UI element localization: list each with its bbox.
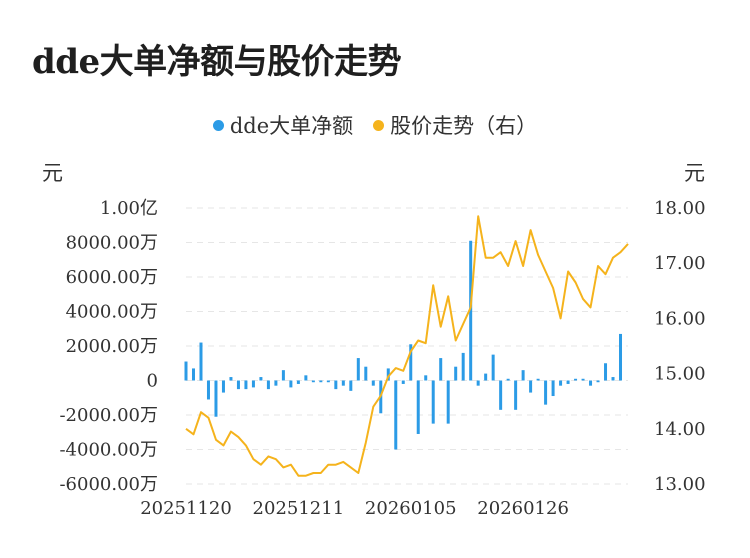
legend-label-price: 股价走势（右） — [390, 114, 538, 138]
dde-bar[interactable] — [491, 354, 495, 381]
right-axis-unit: 元 — [684, 161, 705, 185]
dde-bar[interactable] — [446, 380, 450, 424]
right-tick-label: 15.00 — [654, 364, 706, 385]
dde-bar[interactable] — [274, 380, 278, 386]
right-tick-label: 17.00 — [654, 253, 706, 274]
dde-bar[interactable] — [341, 380, 345, 386]
dde-bar[interactable] — [304, 375, 308, 381]
dde-bar[interactable] — [596, 380, 600, 383]
left-tick-label: 8000.00万 — [66, 233, 158, 254]
dde-bar[interactable] — [476, 380, 480, 386]
left-tick-label: -6000.00万 — [59, 474, 158, 495]
right-tick-label: 16.00 — [654, 308, 706, 329]
dde-bar[interactable] — [574, 378, 578, 381]
dde-bar[interactable] — [244, 380, 248, 390]
right-tick-label: 18.00 — [654, 198, 706, 219]
right-tick-label: 14.00 — [654, 419, 706, 440]
legend-item-dde[interactable]: dde大单净额 — [212, 110, 354, 140]
left-tick-label: 2000.00万 — [66, 336, 158, 357]
dde-bar[interactable] — [536, 378, 540, 381]
dde-bar[interactable] — [499, 380, 503, 410]
left-axis-ticks: 1.00亿 8000.00万 6000.00万 4000.00万 2000.00万 0 -2… — [59, 198, 158, 495]
dde-bar[interactable] — [454, 366, 458, 381]
price-line-group — [185, 215, 629, 477]
dde-bar[interactable] — [251, 380, 255, 388]
dde-bar[interactable] — [229, 377, 233, 381]
left-tick-label: -2000.00万 — [59, 405, 158, 426]
dde-bar[interactable] — [514, 380, 518, 410]
dde-bar[interactable] — [259, 377, 263, 381]
dde-bar[interactable] — [611, 377, 615, 381]
dde-bar[interactable] — [581, 378, 585, 381]
dde-bar[interactable] — [544, 380, 548, 405]
dde-bar[interactable] — [296, 380, 300, 384]
dde-bar[interactable] — [266, 380, 270, 390]
dde-bar[interactable] — [371, 380, 375, 386]
dde-bar[interactable] — [214, 380, 218, 417]
dde-bar[interactable] — [206, 380, 210, 400]
dde-bar[interactable] — [386, 368, 390, 381]
x-tick-label: 20260105 — [365, 498, 457, 519]
dde-bar[interactable] — [439, 358, 443, 381]
dde-bar[interactable] — [469, 240, 473, 381]
x-tick-label: 20260126 — [477, 498, 569, 519]
dde-bar[interactable] — [604, 363, 608, 381]
dde-bar[interactable] — [334, 380, 338, 390]
dde-bar[interactable] — [281, 370, 285, 381]
left-axis-unit: 元 — [42, 161, 63, 185]
left-tick-label: 4000.00万 — [66, 302, 158, 323]
dde-bar[interactable] — [566, 380, 570, 384]
right-tick-label: 13.00 — [654, 474, 706, 495]
x-tick-label: 20251211 — [253, 498, 345, 519]
legend-marker-price — [373, 119, 385, 131]
legend-item-price[interactable]: 股价走势（右） — [373, 110, 537, 140]
price-line[interactable] — [185, 215, 629, 477]
dde-bar[interactable] — [356, 358, 360, 381]
dde-bar[interactable] — [289, 380, 293, 388]
dde-bar[interactable] — [461, 352, 465, 381]
dde-bar[interactable] — [319, 380, 323, 383]
dde-bar[interactable] — [394, 380, 398, 450]
left-tick-label: 0 — [147, 371, 158, 392]
dde-bar[interactable] — [416, 380, 420, 434]
right-axis-ticks: 18.00 17.00 16.00 15.00 14.00 13.00 — [654, 198, 706, 495]
legend-marker-dde — [212, 119, 224, 131]
dde-bar[interactable] — [221, 380, 225, 393]
dde-bar[interactable] — [529, 380, 533, 393]
dde-bar[interactable] — [619, 333, 623, 381]
dde-bar[interactable] — [349, 380, 353, 391]
left-tick-label: 6000.00万 — [66, 267, 158, 288]
dde-bar[interactable] — [589, 380, 593, 386]
left-tick-label: 1.00亿 — [100, 198, 158, 219]
dde-bar[interactable] — [401, 380, 405, 384]
dde-bar[interactable] — [559, 380, 563, 386]
dde-bar[interactable] — [326, 380, 330, 383]
dde-bar[interactable] — [551, 380, 555, 397]
x-axis-ticks: 20251120 20251211 20260105 20260126 — [140, 498, 569, 519]
left-tick-label: -4000.00万 — [59, 440, 158, 461]
chart-title: dde大单净额与股价走势 — [32, 42, 402, 82]
dde-bar[interactable] — [521, 370, 525, 381]
legend: dde大单净额 股价走势（右） — [0, 110, 750, 140]
dde-bar[interactable] — [364, 366, 368, 381]
grid-lines — [186, 207, 628, 485]
legend-label-dde: dde大单净额 — [229, 114, 354, 138]
dde-bar[interactable] — [311, 380, 315, 383]
dde-bar[interactable] — [409, 344, 413, 381]
dde-bar[interactable] — [484, 373, 488, 381]
dde-bar[interactable] — [236, 380, 240, 390]
dde-bar[interactable] — [506, 378, 510, 381]
x-tick-label: 20251120 — [140, 498, 232, 519]
dde-bars — [184, 240, 623, 450]
dde-bar[interactable] — [191, 368, 195, 381]
dde-bar[interactable] — [424, 375, 428, 381]
dde-bar[interactable] — [431, 380, 435, 424]
dde-bar[interactable] — [184, 361, 188, 381]
dde-bar[interactable] — [199, 342, 203, 381]
